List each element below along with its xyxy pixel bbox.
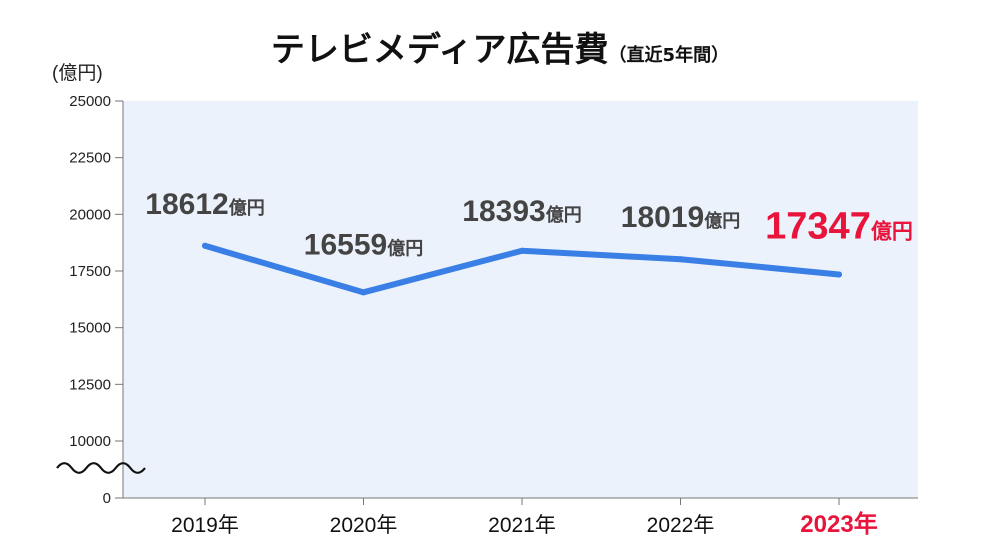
y-tick-label: 25000 (69, 93, 111, 110)
y-tick-label: 10000 (69, 433, 111, 450)
chart-title: テレビメディア広告費 (270, 30, 609, 70)
plot-area (123, 101, 918, 498)
data-label-unit: 億円 (387, 237, 423, 258)
x-category-label: 2019年 (171, 514, 239, 537)
chart-title-block: テレビメディア広告費（直近5年間） (0, 22, 1000, 71)
data-label-unit: 億円 (871, 219, 913, 243)
data-point (519, 247, 525, 254)
data-point (677, 256, 684, 263)
data-point (202, 242, 208, 249)
data-label: 18612億円 (145, 188, 264, 221)
data-point (836, 271, 842, 278)
axis-break-mark (56, 462, 146, 474)
data-label-unit: 億円 (546, 204, 582, 225)
y-tick-label: 17500 (69, 263, 111, 280)
x-category-label: 2021年 (488, 514, 556, 537)
data-label: 18019億円 (621, 201, 740, 234)
x-category-label: 2020年 (330, 514, 398, 537)
x-category-label: 2023年 (800, 510, 877, 538)
data-label-value: 16559 (304, 228, 387, 261)
x-category-label: 2022年 (647, 514, 715, 537)
chart-subtitle: （直近5年間） (608, 45, 730, 66)
data-label-unit: 億円 (229, 197, 265, 218)
y-axis-unit-label: (億円) (52, 63, 103, 84)
data-point (360, 289, 367, 296)
data-label: 16559億円 (304, 228, 423, 261)
data-label-value: 18612 (145, 188, 228, 221)
data-label-value: 18019 (621, 201, 704, 234)
y-tick-label: 20000 (69, 206, 111, 223)
y-tick-label: 12500 (69, 376, 111, 393)
y-tick-label: 0 (103, 490, 111, 507)
data-label-unit: 億円 (704, 210, 740, 231)
y-tick-label: 15000 (69, 320, 111, 337)
data-label: 18393億円 (462, 195, 581, 228)
data-label-value: 17347 (765, 205, 871, 247)
data-label: 17347億円 (765, 205, 913, 247)
data-label-value: 18393 (462, 195, 545, 228)
y-tick-label: 22500 (69, 150, 111, 167)
